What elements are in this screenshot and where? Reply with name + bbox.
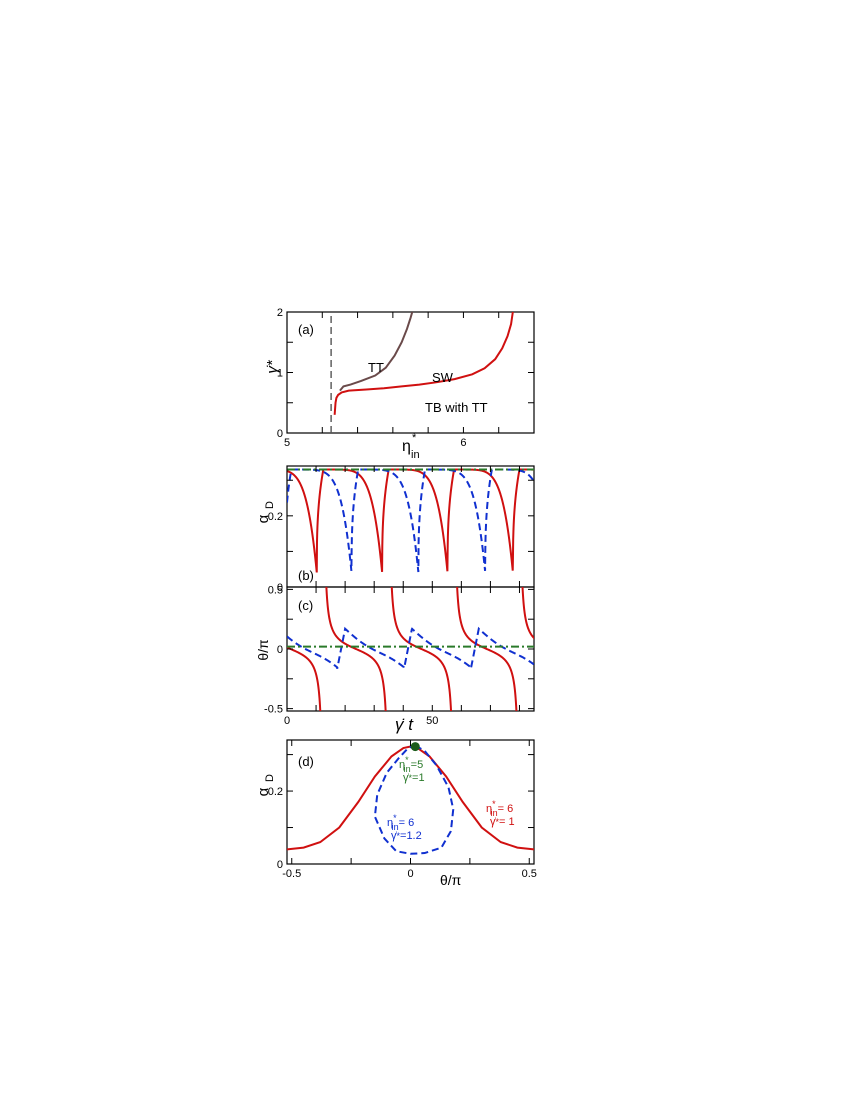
panel-a-curves [330, 312, 514, 433]
panel-d-fixed-point [410, 742, 420, 752]
annotation-blue-line1: η* in= 6 [387, 813, 414, 832]
panel-a-ytick-label: 1 [277, 368, 283, 380]
panel-d: -0.5 0 0.500.2 (d) α D θ/π η* in=5 γ̇*=1 η*… [255, 739, 537, 888]
alpha-sub-d: D [264, 774, 276, 782]
panel-c-xtick-label: 50 [426, 715, 438, 727]
region-sw-label: SW [432, 370, 454, 385]
panel-a-series-1 [339, 312, 414, 392]
panel-c-label: (c) [298, 598, 313, 613]
panel-d-label: (d) [298, 754, 314, 769]
panel-c-ytick-label: 0.5 [268, 584, 283, 596]
panel-c-ylabel: θ/π [255, 639, 271, 661]
panel-b-series-1 [287, 468, 534, 573]
region-tt-label: TT [368, 360, 384, 375]
panel-c-series-0-branch [521, 587, 534, 640]
panel-a-xlabel: η * in [402, 432, 420, 461]
annotation-blue: η* in= 6 γ̇*=1.2 [387, 813, 422, 842]
panel-d-xtick-label: 0 [407, 868, 413, 880]
panel-c-xlabel: γ̇ t [395, 715, 414, 734]
panel-c-frame [286, 586, 535, 712]
panel-a-frame [286, 311, 535, 434]
panel-b-ticks: 00.2 [268, 466, 534, 594]
annotation-red: η* in= 6 γ̇*= 1 [486, 799, 515, 828]
annotation-green-line1: η* in=5 [399, 755, 423, 774]
panel-c-ticks: 0 50-0.500.5 [264, 584, 534, 727]
panel-b-label: (b) [298, 568, 314, 583]
eta-star: * [412, 432, 417, 444]
panel-d-ticks: -0.5 0 0.500.2 [268, 740, 537, 880]
panel-c-xtick-label: 0 [284, 715, 290, 727]
annotation-red-line1: η* in= 6 [486, 799, 513, 818]
eta-symbol: η [402, 438, 411, 455]
panel-a-label: (a) [298, 322, 314, 337]
annotation-blue-line2: γ̇*=1.2 [391, 830, 422, 842]
panel-a-ticks: 5 6 0 1 2 [277, 307, 534, 449]
panel-d-xtick-label: 0.5 [522, 868, 537, 880]
panel-d-curves [287, 742, 534, 855]
eta-sub: in [411, 449, 420, 461]
panel-b-ylabel: α D [255, 501, 276, 523]
panel-c-curves [287, 566, 650, 733]
panel-d-series-1 [373, 744, 455, 855]
region-tb-label: TB with TT [425, 400, 488, 415]
panel-a-ylabel-text: γ̇* [264, 359, 281, 374]
panel-a-ytick-label: 0 [277, 428, 283, 440]
alpha-sub: D [264, 501, 276, 509]
panel-a-series-0 [333, 312, 514, 415]
panel-b-curves [287, 468, 534, 573]
panel-a-xtick-label: 6 [460, 437, 466, 449]
panel-c-series-0-branch [325, 587, 387, 711]
annotation-green: η* in=5 γ̇*=1 [399, 755, 425, 784]
panel-b-ytick-label: 0.2 [268, 511, 283, 523]
panel-c-series-1 [287, 626, 534, 669]
panel-c-series-0-branch [456, 587, 518, 711]
panel-d-ytick-label: 0 [277, 859, 283, 871]
panel-c-series-0-branch [585, 566, 650, 733]
panel-b-ytick-label: 0 [277, 582, 283, 594]
panel-b-series-0 [287, 468, 534, 573]
panel-c-ytick-label: -0.5 [264, 704, 283, 716]
panel-d-xlabel: θ/π [440, 872, 462, 888]
panel-d-ytick-label: 0.2 [268, 786, 283, 798]
annotation-green-line2: γ̇*=1 [403, 772, 425, 784]
panel-c-ytick-label: 0 [277, 644, 283, 656]
alpha-symbol: α [255, 514, 272, 523]
panel-c: 0 50-0.500.5 (c) θ/π γ̇ t [255, 566, 650, 734]
panel-c-series-0-branch [390, 587, 453, 711]
panel-a-ylabel: γ̇* [264, 359, 281, 374]
alpha-symbol-d: α [255, 787, 272, 796]
panel-d-ylabel: α D [255, 774, 276, 796]
annotation-red-line2: γ̇*= 1 [490, 816, 515, 828]
panel-a-xtick-label: 5 [284, 437, 290, 449]
panel-a: 5 6 0 1 2 (a) TT SW TB with TT γ̇* η * in [264, 307, 535, 461]
panel-b: 00.2 (b) α D [255, 465, 535, 594]
panel-a-ytick-label: 2 [277, 307, 283, 319]
panel-c-ylabel-text: θ/π [255, 639, 271, 661]
panel-d-xtick-label: -0.5 [282, 868, 301, 880]
